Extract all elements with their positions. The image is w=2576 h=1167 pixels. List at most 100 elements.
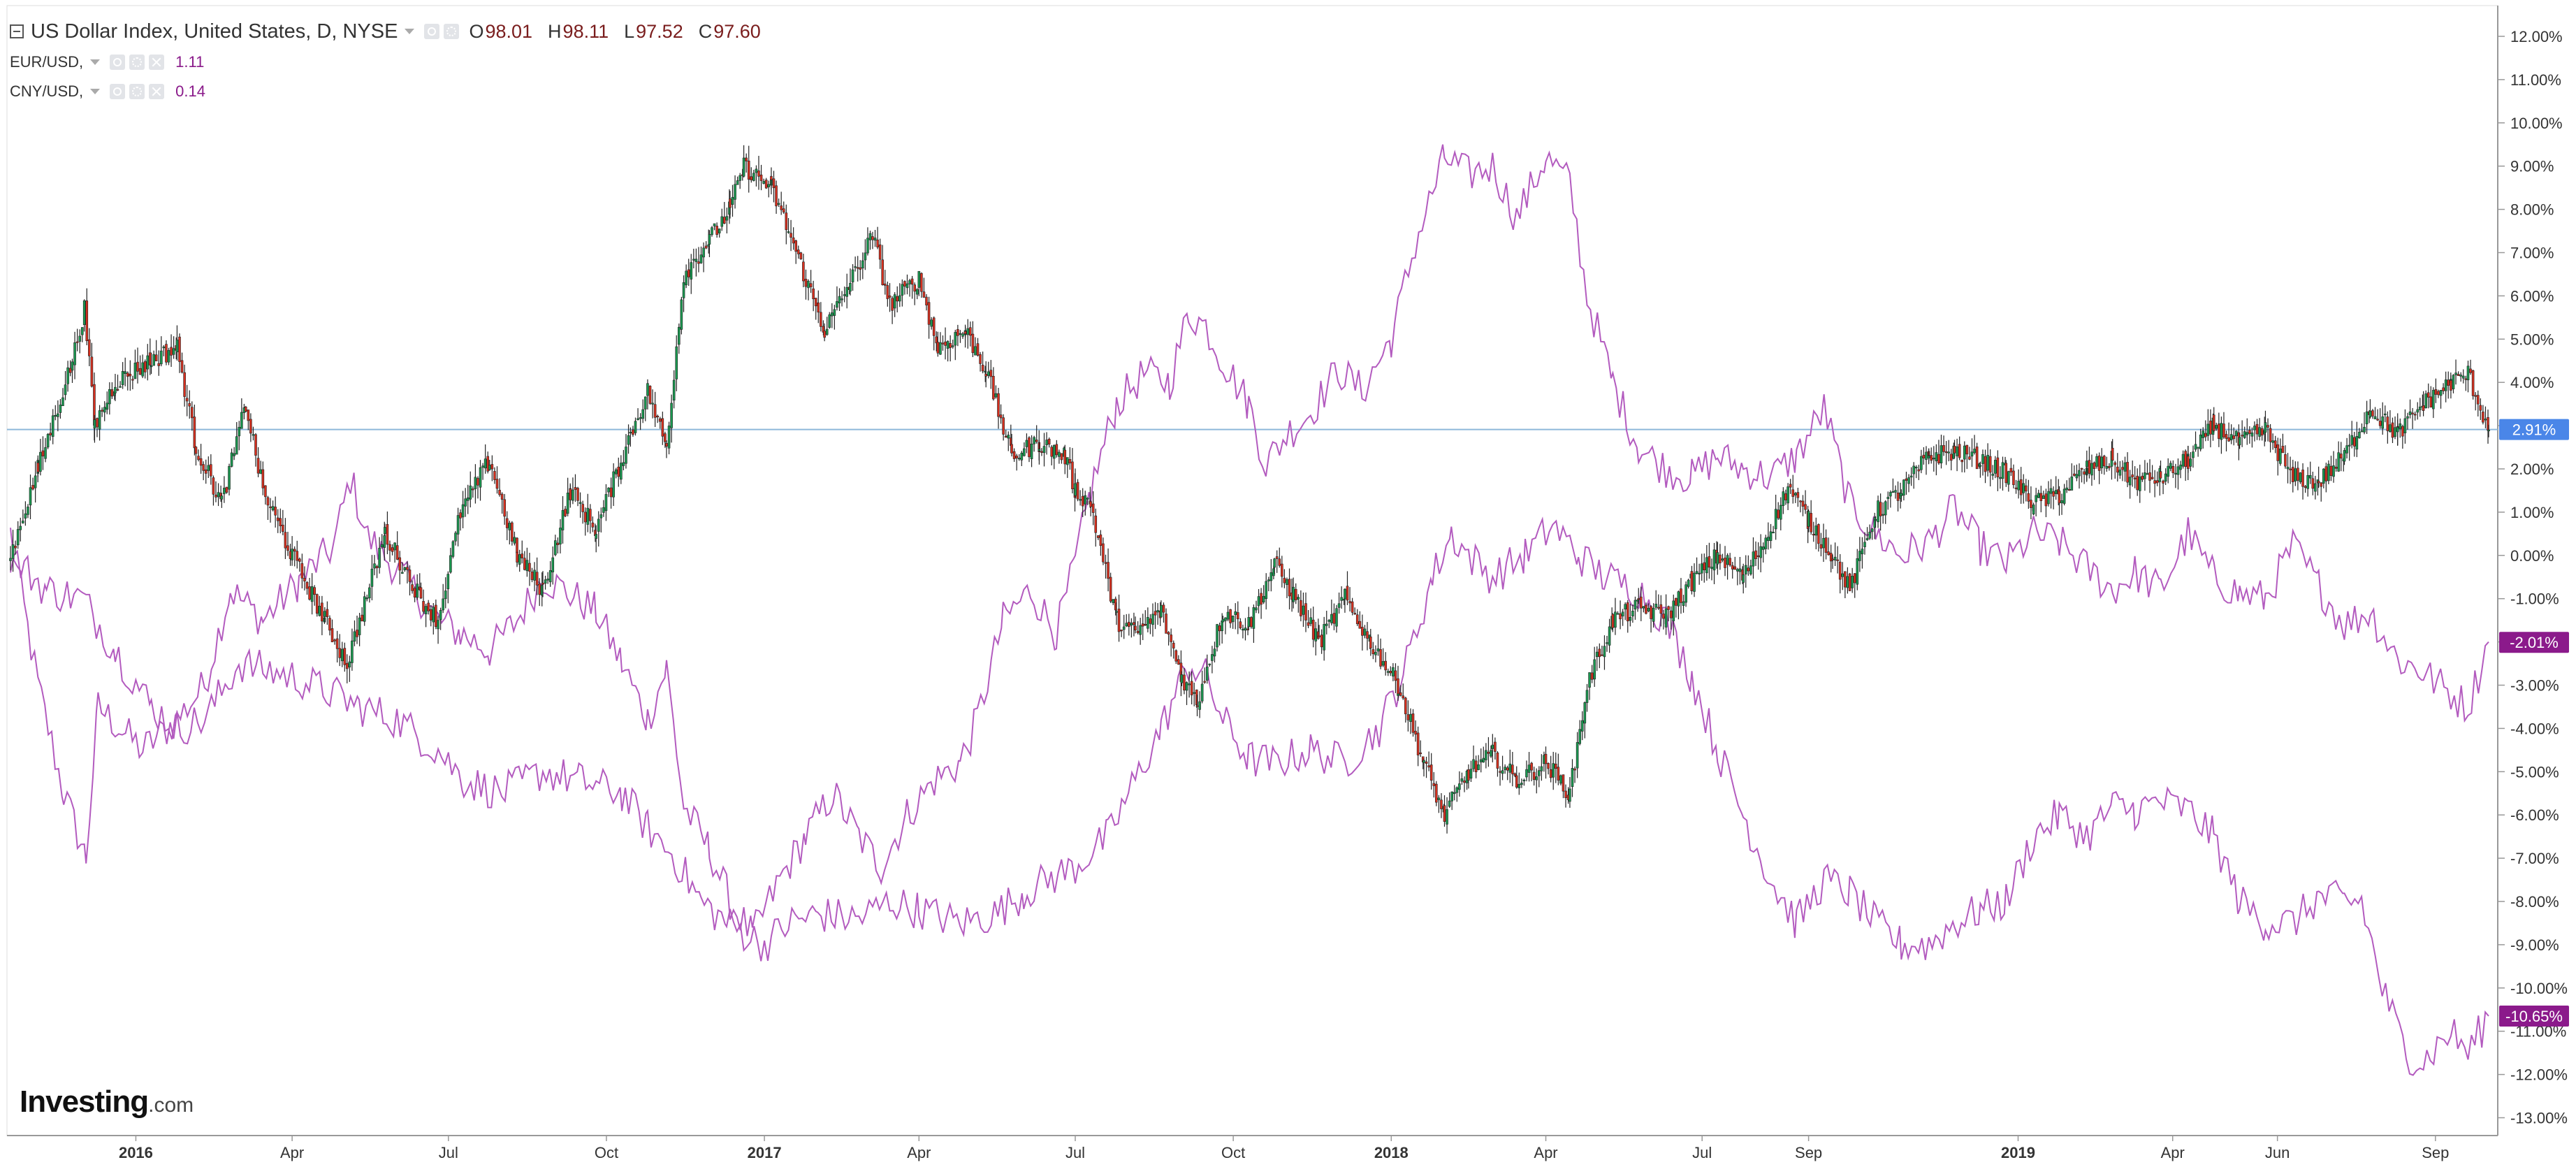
candle[interactable] <box>1731 562 1734 579</box>
candle[interactable] <box>384 523 386 536</box>
candle[interactable] <box>269 498 272 523</box>
candle[interactable] <box>525 547 529 577</box>
candle[interactable] <box>664 431 667 448</box>
candle[interactable] <box>2162 479 2164 495</box>
candle[interactable] <box>36 455 40 477</box>
candle[interactable] <box>1540 754 1543 781</box>
candle[interactable] <box>1260 588 1262 619</box>
candle[interactable] <box>1979 461 1982 478</box>
candle[interactable] <box>891 296 894 324</box>
candle[interactable] <box>2452 374 2455 393</box>
candle[interactable] <box>2108 463 2111 471</box>
candle[interactable] <box>451 539 455 559</box>
chevron-down-icon[interactable] <box>405 29 415 34</box>
candle[interactable] <box>395 531 399 560</box>
candle[interactable] <box>2234 430 2238 443</box>
candle[interactable] <box>194 446 198 466</box>
candle[interactable] <box>1698 563 1701 585</box>
candle[interactable] <box>1652 603 1655 628</box>
candle[interactable] <box>2222 412 2225 440</box>
candle[interactable] <box>464 488 467 517</box>
candle[interactable] <box>1853 573 1856 598</box>
candle[interactable] <box>318 595 321 617</box>
candle[interactable] <box>1402 683 1405 700</box>
candle[interactable] <box>1406 700 1410 732</box>
candle[interactable] <box>461 491 465 528</box>
candle[interactable] <box>665 440 668 458</box>
candle[interactable] <box>868 231 872 250</box>
candle[interactable] <box>1865 527 1869 541</box>
candle[interactable] <box>1588 672 1591 700</box>
candle[interactable] <box>944 327 947 360</box>
candle[interactable] <box>57 400 59 432</box>
candle[interactable] <box>413 586 416 602</box>
candle[interactable] <box>625 434 627 469</box>
candle[interactable] <box>602 500 605 517</box>
candle[interactable] <box>124 357 126 386</box>
candle[interactable] <box>1028 436 1031 463</box>
candle[interactable] <box>609 477 613 509</box>
candle[interactable] <box>14 540 17 555</box>
candle[interactable] <box>843 287 846 303</box>
candle[interactable] <box>692 248 695 269</box>
candle[interactable] <box>2049 479 2053 509</box>
legend-cny-series[interactable]: CNY/USD, 0.14 <box>10 77 761 106</box>
candle[interactable] <box>1097 535 1100 540</box>
candle[interactable] <box>530 567 534 583</box>
candle[interactable] <box>1099 530 1103 556</box>
candle[interactable] <box>2464 375 2468 391</box>
candle[interactable] <box>1603 635 1606 670</box>
candle[interactable] <box>984 361 987 388</box>
candle[interactable] <box>1325 610 1328 635</box>
candle[interactable] <box>391 544 394 556</box>
candle[interactable] <box>1525 760 1528 782</box>
candle[interactable] <box>321 595 323 636</box>
candle[interactable] <box>1886 491 1890 510</box>
candle[interactable] <box>459 509 462 531</box>
candle[interactable] <box>1136 621 1140 635</box>
candle[interactable] <box>1007 431 1010 451</box>
candle[interactable] <box>41 436 45 470</box>
candle[interactable] <box>73 331 76 379</box>
candle[interactable] <box>472 486 474 498</box>
candle[interactable] <box>2232 427 2236 446</box>
candle[interactable] <box>1257 588 1260 614</box>
candle[interactable] <box>2373 407 2377 419</box>
candle[interactable] <box>429 605 432 627</box>
candle[interactable] <box>1297 594 1300 613</box>
candle[interactable] <box>456 507 460 546</box>
candle[interactable] <box>1870 528 1874 540</box>
candle[interactable] <box>373 555 376 576</box>
candle[interactable] <box>2294 461 2297 486</box>
candle[interactable] <box>2004 460 2008 487</box>
candle[interactable] <box>2027 479 2030 509</box>
candle[interactable] <box>1269 559 1273 592</box>
candle[interactable] <box>651 389 654 419</box>
candle[interactable] <box>2052 486 2055 509</box>
candle[interactable] <box>358 613 361 646</box>
candle[interactable] <box>71 358 74 383</box>
candle[interactable] <box>1993 456 1997 479</box>
candle[interactable] <box>1838 553 1842 594</box>
candle[interactable] <box>1944 441 1948 465</box>
candle[interactable] <box>729 191 732 219</box>
candle[interactable] <box>1198 691 1201 718</box>
candle[interactable] <box>1799 500 1802 513</box>
candle[interactable] <box>1208 663 1211 667</box>
candle[interactable] <box>2138 464 2141 503</box>
candle[interactable] <box>556 537 560 554</box>
candle[interactable] <box>238 421 241 451</box>
candle[interactable] <box>1211 646 1214 674</box>
candle[interactable] <box>546 572 549 584</box>
candle[interactable] <box>1337 592 1341 614</box>
candle[interactable] <box>1130 618 1133 638</box>
candle[interactable] <box>2343 447 2346 465</box>
candle[interactable] <box>323 607 326 623</box>
candle[interactable] <box>498 478 501 497</box>
candle[interactable] <box>2009 458 2013 477</box>
candle[interactable] <box>1216 623 1218 652</box>
candle[interactable] <box>966 319 970 349</box>
candle[interactable] <box>1149 614 1152 635</box>
candle[interactable] <box>796 245 800 259</box>
candle[interactable] <box>2381 402 2385 435</box>
